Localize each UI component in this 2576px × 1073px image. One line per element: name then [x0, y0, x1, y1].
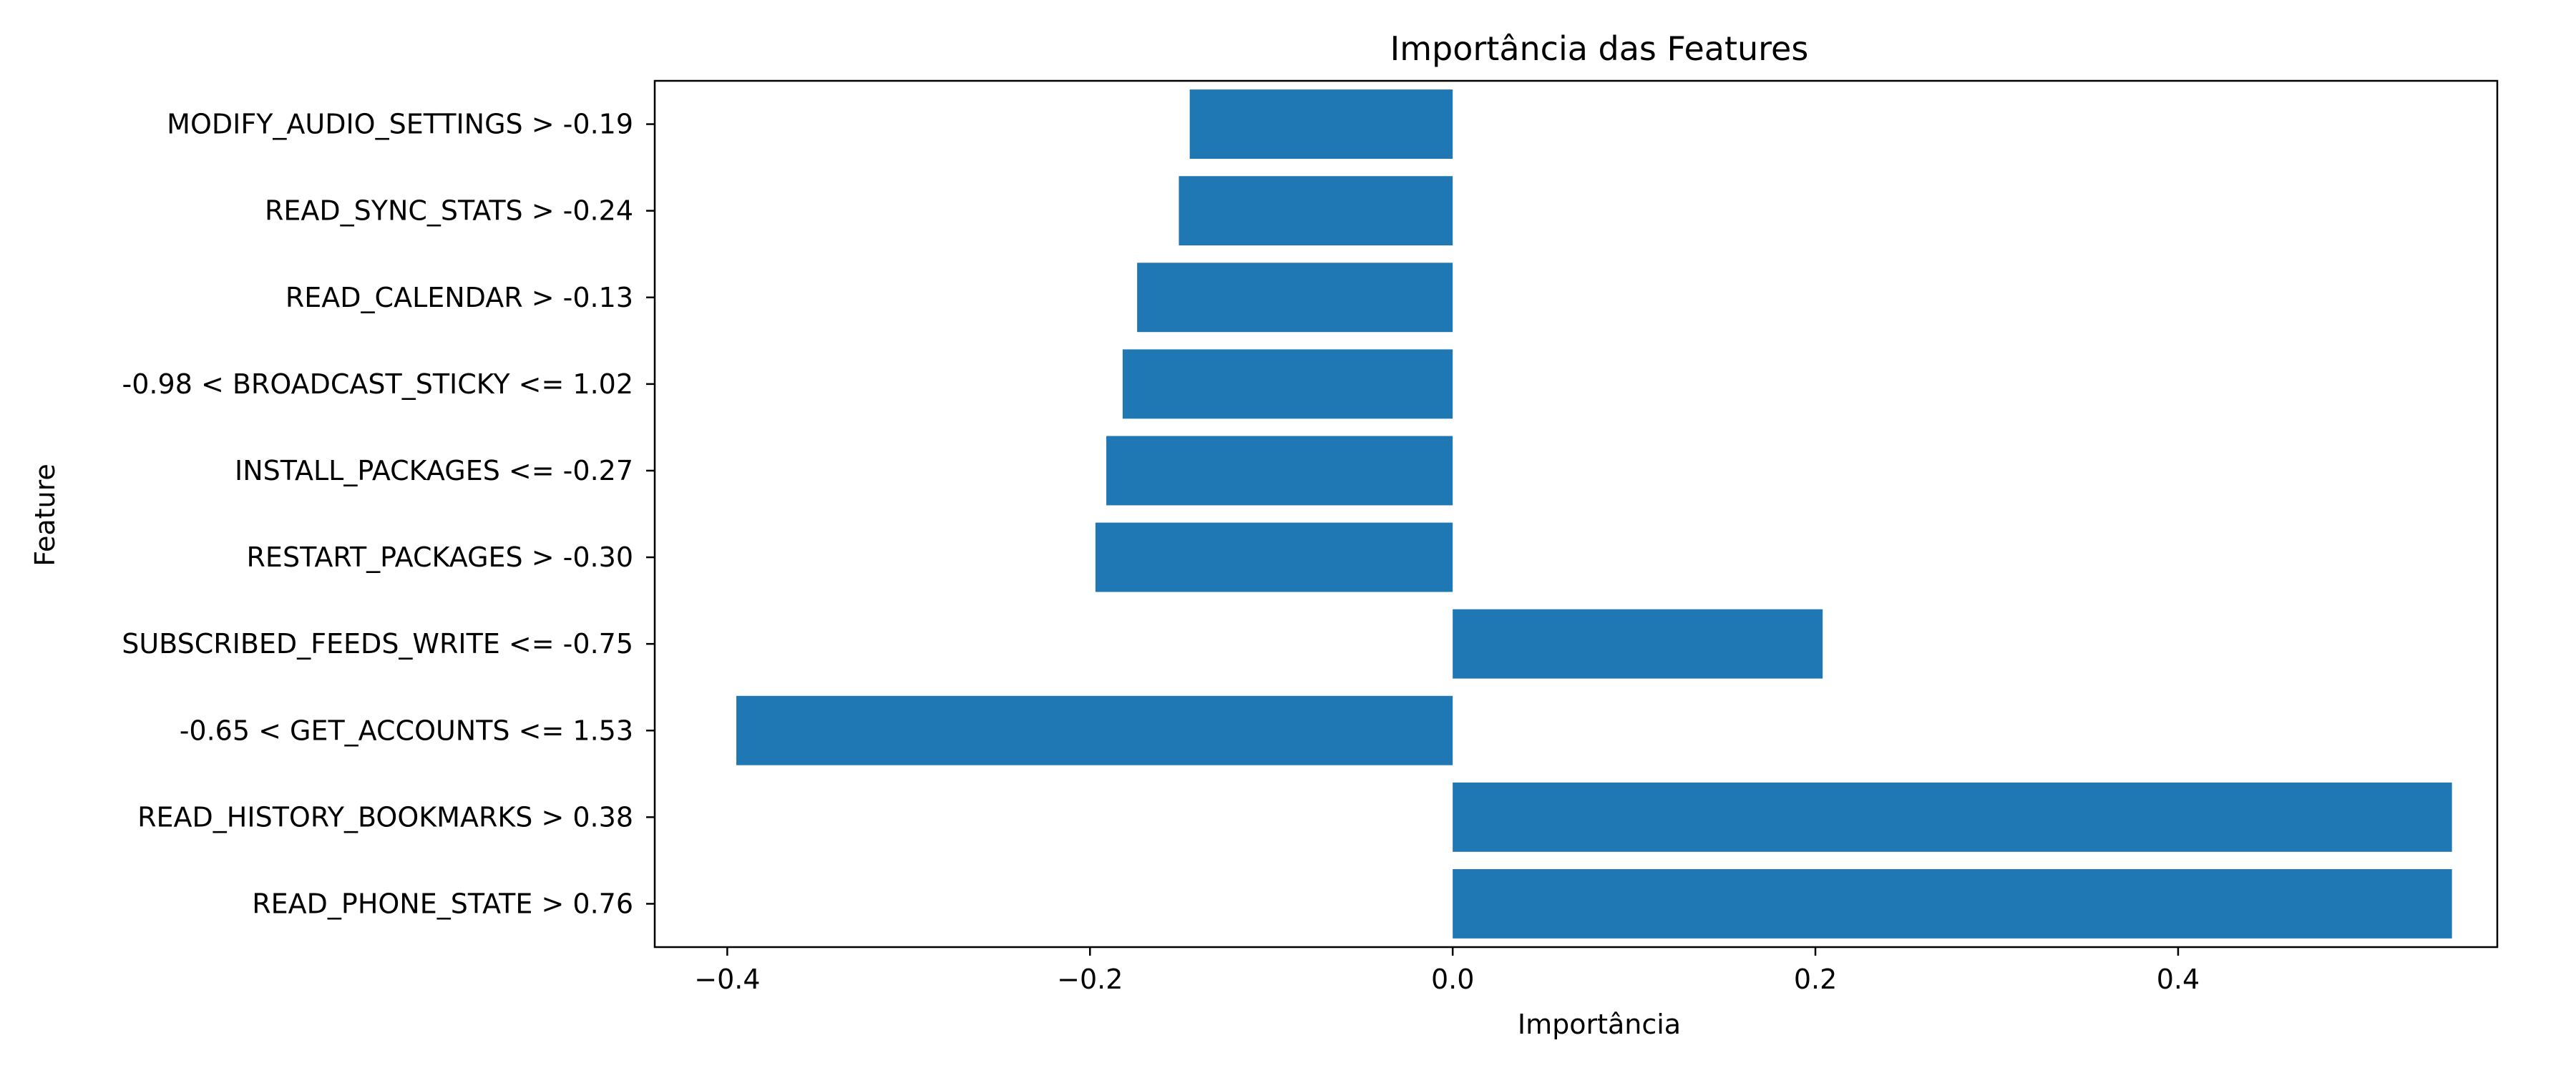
y-tick-label: MODIFY_AUDIO_SETTINGS > -0.19 [167, 109, 633, 140]
bar [1453, 782, 2452, 852]
y-tick-label: -0.65 < GET_ACCOUNTS <= 1.53 [180, 715, 633, 746]
x-tick-label: −0.4 [694, 964, 760, 995]
y-tick-label: RESTART_PACKAGES > -0.30 [247, 542, 633, 573]
bar [1106, 436, 1453, 506]
y-tick-label: INSTALL_PACKAGES <= -0.27 [235, 455, 633, 486]
y-tick-label: -0.98 < BROADCAST_STICKY <= 1.02 [122, 368, 633, 400]
bar [1453, 609, 1823, 679]
bar [1179, 176, 1453, 246]
bar [1095, 522, 1453, 592]
y-tick-label: READ_CALENDAR > -0.13 [286, 282, 633, 313]
plot-frame [653, 79, 2499, 949]
x-tick-label: 0.2 [1794, 964, 1837, 995]
bars-group [736, 89, 2452, 939]
x-tick-label: 0.0 [1431, 964, 1474, 995]
x-tick-label: 0.4 [2157, 964, 2200, 995]
x-tick-label: −0.2 [1057, 964, 1123, 995]
chart-title: Importância das Features [1390, 29, 1809, 68]
x-axis-label: Importância [1518, 1009, 1681, 1040]
y-axis-label: Feature [29, 464, 61, 567]
bar [736, 695, 1453, 765]
bar [1453, 869, 2452, 939]
y-tick-label: READ_HISTORY_BOOKMARKS > 0.38 [137, 801, 633, 833]
y-axis-ticks: MODIFY_AUDIO_SETTINGS > -0.19 READ_SYNC_S… [122, 109, 655, 919]
y-tick-label: SUBSCRIBED_FEEDS_WRITE <= -0.75 [122, 628, 633, 660]
x-axis-ticks: −0.4 −0.2 0.0 0.2 0.4 [694, 947, 2200, 995]
bar [1122, 349, 1453, 419]
bar [1137, 263, 1453, 333]
y-tick-label: READ_SYNC_STATS > -0.24 [265, 195, 633, 227]
y-tick-label: READ_PHONE_STATE > 0.76 [252, 888, 633, 919]
bar [1189, 89, 1453, 159]
